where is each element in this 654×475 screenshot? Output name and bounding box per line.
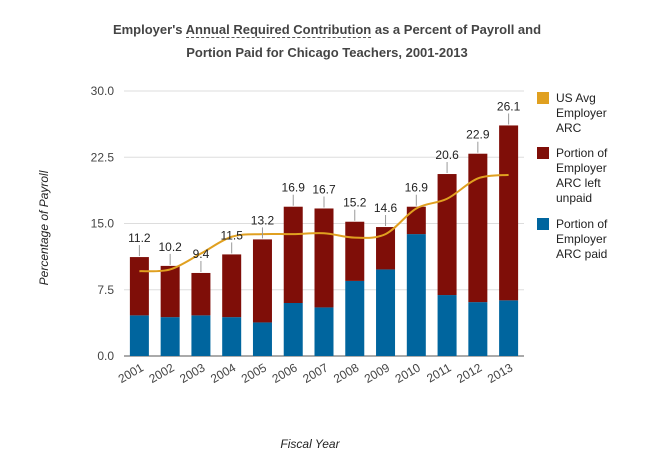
legend-swatch-us_avg: [537, 92, 549, 104]
bar-paid: [345, 280, 365, 356]
bar-paid: [376, 269, 396, 356]
bar-unpaid: [191, 272, 211, 316]
data-label: 11.5: [220, 228, 243, 242]
x-tick-label: 2010: [393, 360, 423, 386]
x-tick-label: 2007: [300, 360, 330, 386]
bar-unpaid: [283, 206, 303, 303]
data-label: 14.6: [374, 201, 398, 215]
bar-paid: [283, 303, 303, 356]
y-tick-label: 30.0: [91, 84, 115, 98]
us-avg-line: [139, 173, 509, 273]
bar-paid: [160, 317, 180, 356]
bar-unpaid: [468, 153, 488, 303]
x-tick-label: 2001: [116, 360, 146, 386]
data-label: 22.9: [466, 128, 490, 142]
x-tick-label: 2008: [331, 360, 361, 386]
y-axis-ticks: 0.0 7.5 15.0 22.5 30.0: [91, 84, 115, 363]
bar-paid: [406, 234, 426, 356]
x-tick-label: 2005: [239, 360, 269, 386]
y-tick-label: 22.5: [91, 150, 115, 164]
x-tick-label: 2006: [270, 360, 300, 386]
data-label: 16.9: [282, 181, 306, 195]
us-avg-series-line: [139, 173, 509, 273]
legend-label-us_avg: US Avg Employer ARC: [556, 91, 607, 135]
data-label: 15.2: [343, 196, 367, 210]
bar-paid: [468, 302, 488, 356]
bar-unpaid: [222, 254, 242, 318]
bar-unpaid: [314, 208, 334, 308]
y-tick-label: 15.0: [91, 217, 115, 231]
data-label: 26.1: [497, 99, 521, 113]
bar-unpaid: [345, 221, 365, 281]
x-tick-label: 2002: [147, 360, 177, 386]
bars: [129, 125, 519, 356]
data-label: 11.2: [128, 231, 151, 245]
x-tick-label: 2004: [208, 360, 238, 386]
bar-unpaid: [160, 265, 180, 318]
title-prefix: Employer's: [112, 22, 186, 37]
x-tick-label: 2013: [485, 360, 515, 386]
chart-title-line-1: Employer's Annual Required Contribution …: [0, 18, 654, 41]
data-label: 10.2: [158, 240, 182, 254]
data-labels: 11.2 10.2 9.4 11.5 13.2 16.9 16.7 15.2 14.6 16.9 2…: [128, 99, 521, 272]
legend-label-unpaid: Portion of Employer ARC left unpaid: [556, 146, 608, 205]
x-tick-label: 2012: [454, 360, 484, 386]
bar-unpaid: [376, 227, 396, 270]
x-tick-label: 2009: [362, 360, 392, 386]
y-axis-title: Percentage of Payroll: [37, 170, 51, 285]
bar-unpaid: [252, 239, 272, 323]
bar-paid: [252, 322, 272, 356]
data-label: 13.2: [251, 213, 275, 227]
legend: US Avg Employer ARC Portion of Employer ARC l…: [537, 91, 608, 261]
chart-title: Employer's Annual Required Contribution …: [0, 18, 654, 64]
chart-title-line-2: Portion Paid for Chicago Teachers, 2001-…: [186, 45, 468, 60]
data-label: 9.4: [193, 247, 210, 261]
bar-unpaid: [129, 257, 149, 316]
bar-paid: [499, 300, 519, 356]
bar-unpaid: [437, 174, 457, 296]
data-label: 20.6: [435, 148, 459, 162]
legend-swatch-paid: [537, 218, 549, 230]
y-tick-label: 7.5: [97, 283, 114, 297]
bar-paid: [314, 307, 334, 356]
x-axis-ticks: 2001 2002 2003 2004 2005 2006 2007 2008 2009 2010…: [116, 360, 516, 386]
bar-unpaid: [406, 206, 426, 235]
bar-paid: [129, 315, 149, 356]
bar-unpaid: [499, 125, 519, 301]
legend-swatch-unpaid: [537, 147, 549, 159]
data-label: 16.7: [312, 182, 336, 196]
data-label: 16.9: [405, 181, 429, 195]
bar-paid: [222, 317, 242, 356]
title-term-link[interactable]: Annual Required Contribution: [185, 22, 372, 38]
bar-paid: [437, 295, 457, 356]
legend-label-paid: Portion of Employer ARC paid: [556, 217, 608, 261]
y-tick-label: 0.0: [97, 349, 114, 363]
x-tick-label: 2003: [177, 360, 207, 386]
x-tick-label: 2011: [424, 360, 454, 385]
title-suffix: as a Percent of Payroll and: [371, 22, 542, 37]
bar-paid: [191, 315, 211, 356]
x-axis-title: Fiscal Year: [280, 437, 340, 451]
